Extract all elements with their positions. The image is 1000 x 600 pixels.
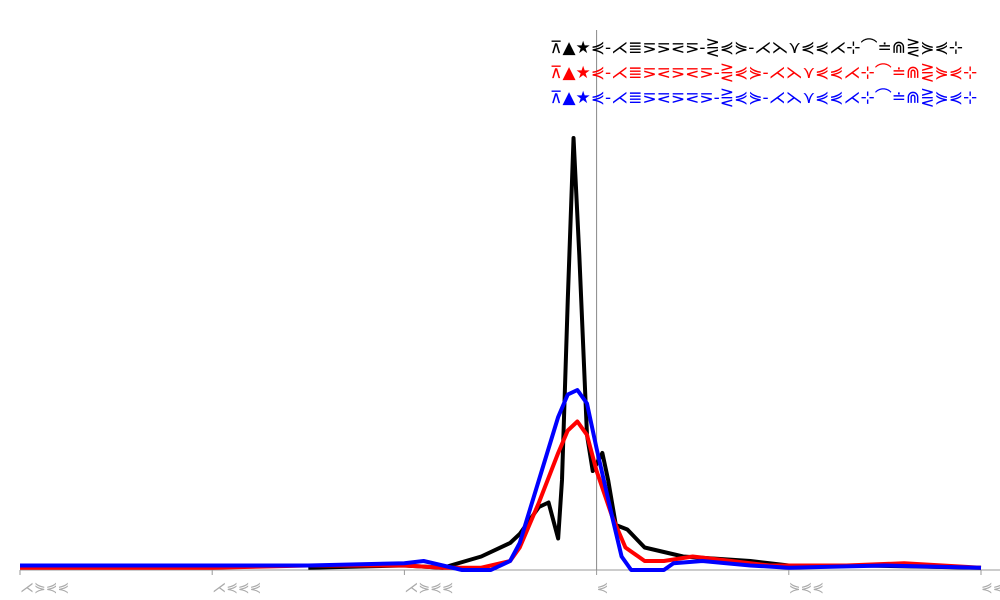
x-tick-label: ⋌⋟⋞⋞ (404, 580, 453, 596)
x-tick-label: ⋞⋞ (981, 580, 1000, 596)
series-line (20, 388, 982, 572)
legend-entry: ⊼▲★⋞-⋌≣⋝⋜⋝⋜⋝-⋛⋞⋟-⋌⋋⋎⋞⋞⋌⊹⌒≐⋒⋛⋟⋞⊹ (550, 63, 977, 83)
legend-entry: ⊼▲★⋞-⋌≣⋝⋝⋜⋝-⋛⋞⋟-⋌⋋⋎⋞⋞⋌⊹⌒≐⋒⋛⋟⋞⊹ (550, 38, 963, 58)
series-line (308, 136, 982, 570)
legend-entry: ⊼▲★⋞-⋌≣⋝⋜⋝⋜⋝-⋛⋞⋟-⋌⋋⋎⋞⋞⋌⊹⌒≐⋒⋛⋟⋞⊹ (550, 88, 977, 108)
x-tick-label: ⋟⋞⋞ (789, 580, 824, 596)
x-tick-label: ⋞ (597, 580, 609, 596)
x-tick-label: ⋌⋟⋞⋞ (20, 580, 69, 596)
series-line (20, 419, 982, 570)
x-tick-label: ⋌⋞⋞⋞ (212, 580, 261, 596)
